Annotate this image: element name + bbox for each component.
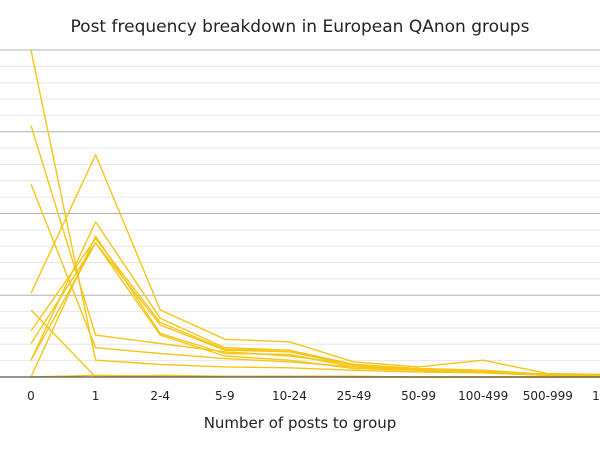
x-tick-label: 1 [92, 389, 100, 403]
x-tick-label: 500-999 [523, 389, 573, 403]
x-tick-labels: 0 1 2-4 5-9 10-24 25-49 50-99 100-499 500-999 100… [27, 389, 600, 403]
x-tick-label: 2-4 [150, 389, 170, 403]
series-line-6 [30, 237, 600, 376]
x-tick-label: 25-49 [337, 389, 372, 403]
series-line-9 [30, 242, 600, 377]
chart-title: Post frequency breakdown in European QAn… [70, 17, 530, 37]
series-line-2 [30, 125, 600, 376]
x-tick-label: 50-99 [401, 389, 436, 403]
grid-lines [0, 49, 600, 362]
x-axis-title: Number of posts to group [204, 414, 397, 432]
x-tick-label: 1000+ [592, 389, 600, 403]
series-lines [30, 49, 600, 378]
x-tick-label: 100-499 [458, 389, 508, 403]
x-tick-label: 10-24 [272, 389, 307, 403]
series-line-5 [30, 221, 600, 376]
x-tick-label: 0 [27, 389, 35, 403]
x-tick-label: 5-9 [215, 389, 235, 403]
series-line-4 [30, 154, 600, 376]
